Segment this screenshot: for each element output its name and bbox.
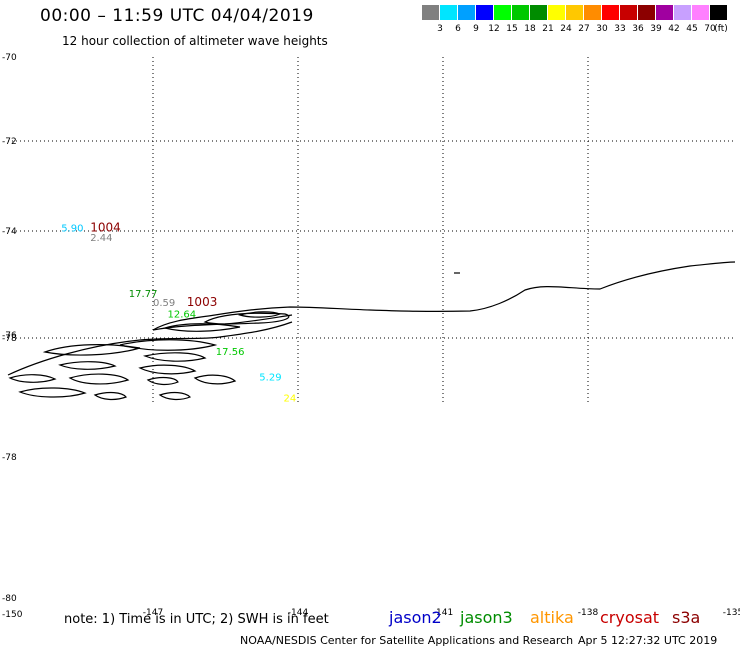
footer-note: note: 1) Time is in UTC; 2) SWH is in fe… [64,612,329,627]
legend-swatch [620,5,637,20]
lat-label: -78 [2,334,17,344]
legend-unit: (ft) [714,24,728,34]
legend-label: 70 [704,24,716,34]
wave-height-label: 1004 [90,221,121,235]
island-outline [237,311,282,318]
satellite-altika: altika [530,608,574,627]
legend-swatch [422,5,439,20]
legend-label: 33 [614,24,626,34]
ice-shelf-edge [152,261,736,331]
footer-timestamp: Apr 5 12:27:32 UTC 2019 [578,634,718,647]
footer-credit: NOAA/NESDIS Center for Satellite Applica… [240,634,574,647]
wave-height-label: 2.44 [90,233,112,244]
legend-swatch [584,5,601,20]
legend-label: 18 [524,24,536,34]
island-outline [142,352,207,362]
island-outline [158,391,192,401]
island-outline [138,364,197,375]
legend-label: 42 [668,24,680,34]
wave-height-label: 0.59 [153,298,175,309]
legend-swatch [458,5,475,20]
island-outline [162,323,241,332]
legend-swatch [512,5,529,20]
legend-swatch [710,5,727,20]
wave-height-label: 17.56 [216,347,245,358]
lat-label: -76 [2,331,17,341]
page-subtitle: 12 hour collection of altimeter wave hei… [62,34,328,48]
page-title: 00:00 – 11:59 UTC 04/04/2019 [40,6,314,26]
legend-swatch [656,5,673,20]
wave-height-label: 17.77 [129,289,158,300]
wave-height-label: 24 [284,393,297,404]
color-legend: 3 6 9 12 15 18 21 24 27 30 33 36 39 42 45 70 (ft) [422,5,728,35]
island-outline [93,391,127,401]
legend-label: 9 [473,24,479,34]
coastline [7,261,736,401]
satellite-jason3: jason3 [460,608,513,627]
lat-label: -74 [2,227,17,237]
legend-swatch [602,5,619,20]
wave-height-label: 12.64 [168,310,197,321]
lon-label: -138 [578,608,599,618]
graticule: -70-72-74-76-78-80-78-150 -147 -144 -141 -13… [2,53,740,620]
legend-swatch [530,5,547,20]
satellite-jason2: jason2 [389,608,442,627]
island-outline [18,387,87,398]
legend-label: 27 [578,24,590,34]
lon-label: -144 [288,608,309,618]
island-outline [8,374,57,383]
legend-label: 12 [488,24,500,34]
legend-label: 3 [437,24,443,34]
legend-swatch [566,5,583,20]
satellite-cryosat: cryosat [600,608,660,627]
lon-label: -141 [433,608,453,618]
legend-label: 30 [596,24,608,34]
lat-label: -78 [2,453,17,463]
wave-height-label: 5.90 [61,224,83,235]
lon-label: -135 [723,608,740,618]
wave-height-label: 5.29 [259,373,281,384]
wave-height-label: 1003 [187,295,218,309]
legend-swatch [440,5,457,20]
legend-swatch [494,5,511,20]
legend-label: 6 [455,24,461,34]
island-outline [119,339,218,351]
legend-swatch [692,5,709,20]
satellite-s3a: s3a [672,608,701,627]
legend-swatch [638,5,655,20]
lon-label: -147 [143,608,163,618]
island-outline [193,374,237,385]
legend-label: 45 [686,24,698,34]
island-outline [146,376,179,386]
legend-swatch [548,5,565,20]
coast-segment [7,321,293,376]
lat-label: -80 [2,594,17,604]
island-outline [58,361,117,370]
island-outline [68,373,130,385]
lon-label: -150 [2,610,23,620]
legend-label: 24 [560,24,572,34]
legend-label: 39 [650,24,662,34]
lat-label: -70 [2,53,17,63]
legend-label: 21 [542,24,554,34]
legend-label: 15 [506,24,518,34]
legend-swatch [674,5,691,20]
island-outline [203,312,290,325]
lat-label: -72 [2,137,17,147]
legend-label: 36 [632,24,644,34]
island-outline [42,344,141,356]
legend-swatch [476,5,493,20]
